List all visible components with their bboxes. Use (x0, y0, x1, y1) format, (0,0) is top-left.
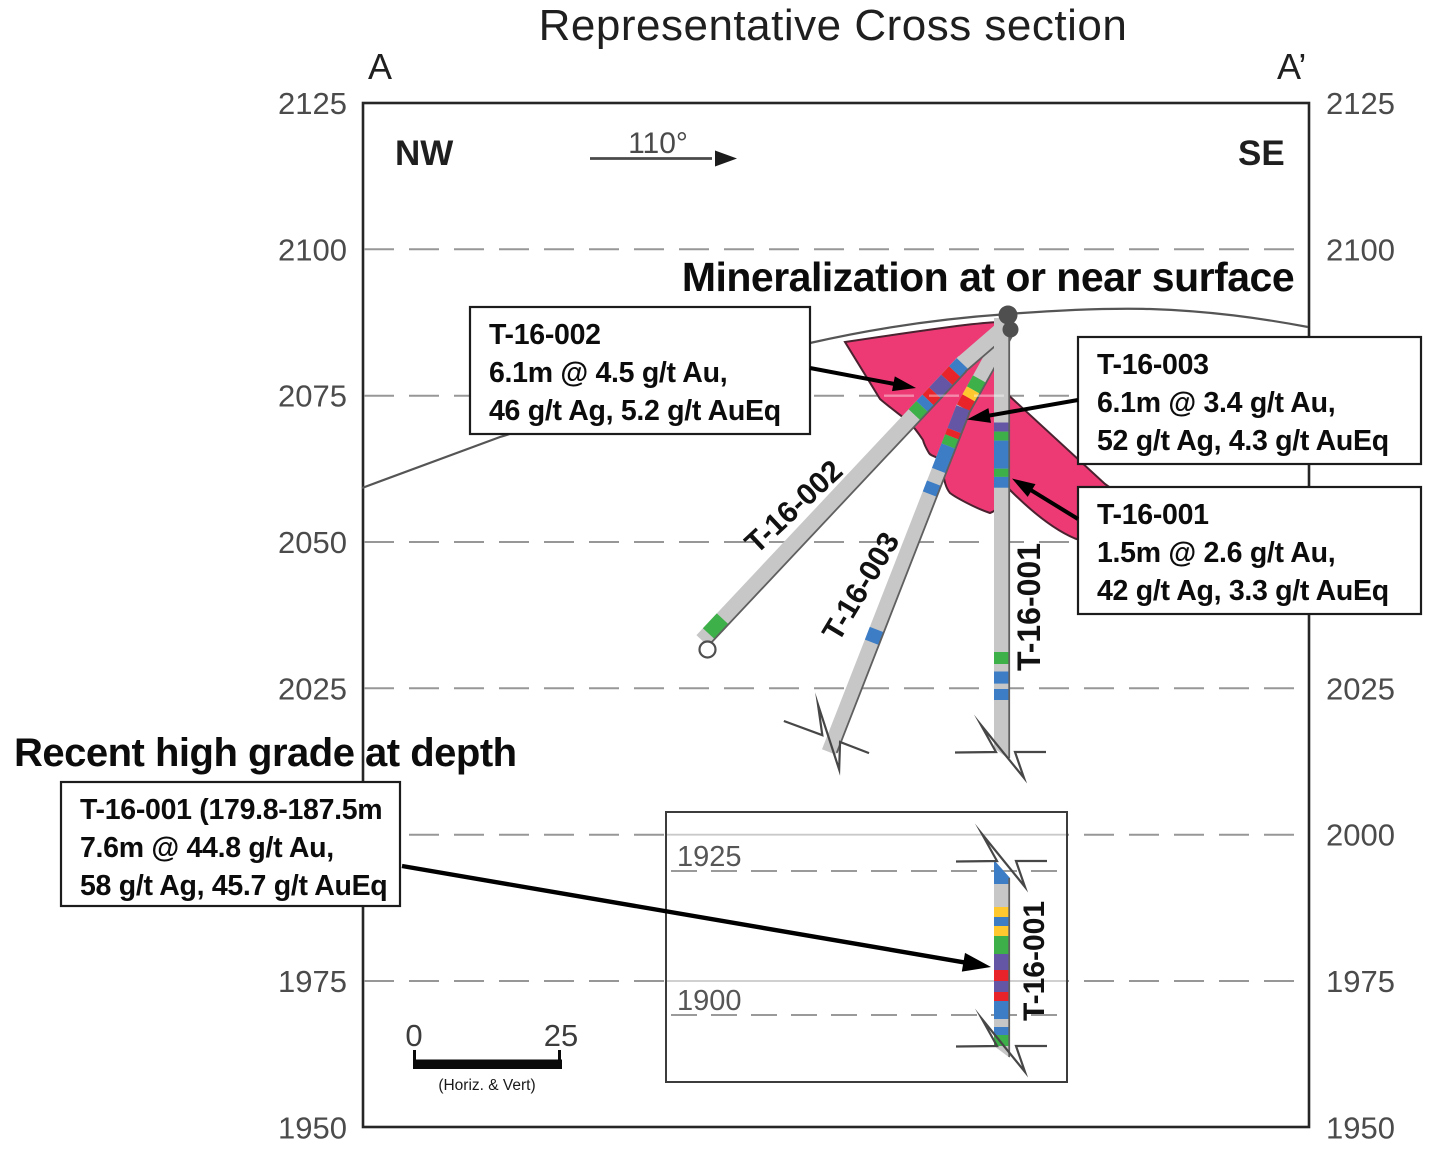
svg-text:1975: 1975 (278, 964, 347, 999)
svg-text:1.5m @ 2.6 g/t Au,: 1.5m @ 2.6 g/t Au, (1097, 537, 1335, 569)
svg-text:2025: 2025 (278, 671, 347, 706)
svg-text:1950: 1950 (1326, 1110, 1395, 1145)
svg-text:58 g/t Ag, 45.7 g/t AuEq: 58 g/t Ag, 45.7 g/t AuEq (80, 870, 387, 902)
svg-text:Mineralization at or near surf: Mineralization at or near surface (682, 254, 1294, 300)
svg-text:T-16-001: T-16-001 (1011, 543, 1047, 671)
svg-text:NW: NW (395, 134, 453, 173)
svg-text:2050: 2050 (278, 525, 347, 560)
svg-text:2100: 2100 (278, 232, 347, 267)
svg-text:1950: 1950 (278, 1110, 347, 1145)
svg-text:T-16-001: T-16-001 (1097, 499, 1209, 531)
svg-text:2125: 2125 (1326, 86, 1395, 121)
svg-text:6.1m @ 4.5 g/t Au,: 6.1m @ 4.5 g/t Au, (489, 357, 727, 389)
svg-text:(Horiz. & Vert): (Horiz. & Vert) (438, 1077, 535, 1094)
svg-text:0: 0 (405, 1018, 422, 1053)
svg-text:2100: 2100 (1326, 232, 1395, 267)
svg-text:SE: SE (1238, 134, 1285, 173)
svg-text:46 g/t Ag, 5.2 g/t AuEq: 46 g/t Ag, 5.2 g/t AuEq (489, 395, 781, 427)
svg-text:1975: 1975 (1326, 964, 1395, 999)
svg-text:110°: 110° (628, 127, 688, 160)
svg-text:2025: 2025 (1326, 671, 1395, 706)
svg-text:T-16-003: T-16-003 (1097, 349, 1209, 381)
svg-text:2125: 2125 (278, 86, 347, 121)
svg-text:2075: 2075 (278, 379, 347, 414)
svg-text:1900: 1900 (677, 985, 742, 1017)
svg-text:52 g/t Ag, 4.3 g/t AuEq: 52 g/t Ag, 4.3 g/t AuEq (1097, 425, 1389, 457)
svg-text:T-16-002: T-16-002 (489, 319, 601, 351)
svg-text:25: 25 (544, 1018, 578, 1053)
svg-text:1925: 1925 (677, 841, 742, 873)
svg-text:42 g/t Ag, 3.3 g/t AuEq: 42 g/t Ag, 3.3 g/t AuEq (1097, 575, 1389, 607)
svg-text:2000: 2000 (1326, 818, 1395, 853)
svg-text:T-16-001: T-16-001 (1018, 901, 1051, 1021)
svg-text:7.6m @ 44.8 g/t Au,: 7.6m @ 44.8 g/t Au, (80, 832, 334, 864)
svg-text:T-16-001 (179.8-187.5m: T-16-001 (179.8-187.5m (80, 794, 382, 826)
svg-text:A: A (368, 46, 392, 87)
svg-text:A’: A’ (1277, 46, 1306, 87)
svg-text:6.1m @ 3.4 g/t Au,: 6.1m @ 3.4 g/t Au, (1097, 387, 1335, 419)
svg-text:Representative Cross section: Representative Cross section (539, 1, 1128, 50)
svg-text:Recent high grade at depth: Recent high grade at depth (14, 731, 517, 775)
